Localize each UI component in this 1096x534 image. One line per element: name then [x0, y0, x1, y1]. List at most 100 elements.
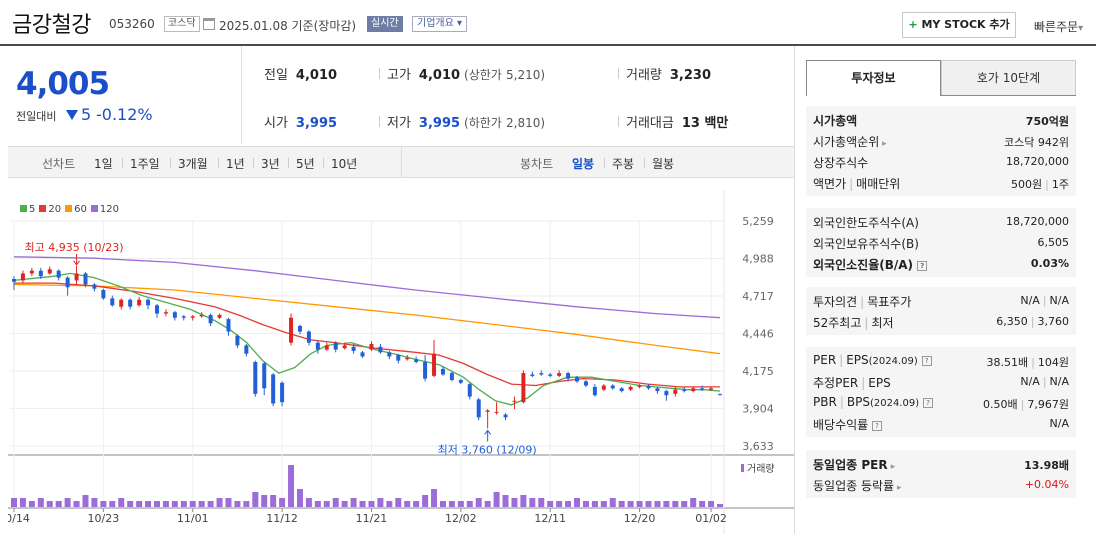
stat-amount-label: 거래대금 — [626, 116, 674, 131]
period-3m[interactable]: 3개월 — [178, 157, 208, 171]
volume-bar — [216, 498, 223, 507]
corp-info-dropdown[interactable]: 기업개요 ▾ — [412, 16, 468, 32]
period-1d[interactable]: 1일 — [94, 157, 113, 171]
period-1w[interactable]: 1주일 — [130, 157, 160, 171]
volume-label: 거래량 — [747, 463, 775, 475]
candle-body — [449, 373, 454, 380]
current-price: 4,005 — [16, 66, 110, 102]
divider — [170, 158, 171, 168]
chevron-right-icon[interactable]: ▸ — [887, 462, 896, 472]
candle-body — [637, 385, 642, 387]
info-key: 배당수익률 ? — [813, 416, 883, 433]
candle-body — [101, 290, 106, 299]
chart-canvas[interactable]: 5,259 4,988 4,717 4,446 4,175 3,904 3,633 10/14… — [8, 190, 794, 534]
price-summary: 4,005 전일대비 5 -0.12% — [8, 46, 242, 144]
volume-bar — [153, 501, 160, 507]
info-icon[interactable]: ? — [921, 355, 932, 366]
period-5y[interactable]: 5년 — [296, 157, 315, 171]
info-row: 외국인소진율(B/A) ? 0.03% — [806, 253, 1076, 274]
volume-bar — [377, 498, 384, 507]
x-tick-label: 11/12 — [266, 512, 298, 525]
info-icon[interactable]: ? — [922, 397, 933, 408]
info-row: 동일업종 등락률 ▸ +0.04% — [806, 474, 1076, 495]
candle-monthly[interactable]: 월봉 — [652, 157, 675, 171]
y-tick-label: 4,717 — [742, 290, 774, 303]
y-tick-label: 3,633 — [742, 440, 774, 453]
quick-order-button[interactable]: 빠른주문▾ — [1034, 18, 1083, 35]
chevron-down-icon: ▾ — [457, 18, 463, 29]
candle-daily[interactable]: 일봉 — [572, 157, 595, 171]
period-10y[interactable]: 10년 — [331, 157, 358, 171]
candle-body — [583, 381, 588, 386]
info-key-2: 매매단위 — [856, 177, 901, 191]
info-icon[interactable]: ? — [872, 420, 883, 431]
divider: | — [839, 353, 844, 367]
candle-body — [405, 357, 410, 360]
divider — [122, 158, 123, 168]
tab-order-book[interactable]: 호가 10단계 — [941, 60, 1076, 96]
moving-average-ma20 — [14, 282, 720, 388]
volume-bar — [100, 501, 107, 507]
panel-tabs: 투자정보 호가 10단계 — [806, 60, 1076, 96]
chevron-right-icon[interactable]: ▸ — [894, 483, 902, 493]
info-value: 0.03% — [1030, 257, 1069, 270]
volume-bar — [547, 501, 554, 507]
info-value: 6,350 | 3,760 — [996, 315, 1069, 328]
chevron-right-icon[interactable]: ▸ — [879, 139, 887, 149]
candle-body — [289, 317, 294, 343]
volume-bar — [171, 501, 178, 507]
info-key: 52주최고 | 최저 — [813, 314, 894, 331]
volume-bar — [690, 498, 697, 507]
candle-body — [566, 373, 571, 379]
divider — [618, 68, 619, 79]
my-stock-add-button[interactable]: + MY STOCK 추가 — [902, 12, 1016, 38]
realtime-button[interactable]: 실시간 — [367, 16, 403, 32]
candle-body — [244, 345, 249, 354]
info-icon[interactable]: ? — [917, 260, 928, 271]
candle-body — [682, 389, 687, 392]
volume-bar — [109, 501, 116, 507]
period-1y[interactable]: 1년 — [226, 157, 245, 171]
candle-body — [351, 346, 356, 351]
stock-chart[interactable]: 5 20 60 120 5,259 4,988 4,717 4,446 4,175 3,904 3… — [8, 190, 794, 534]
volume-bar — [529, 498, 536, 507]
divider — [218, 158, 219, 168]
divider: | — [1031, 356, 1035, 369]
volume-bar — [600, 501, 607, 507]
chevron-down-icon: ▾ — [1078, 23, 1084, 34]
tab-investment-info[interactable]: 투자정보 — [806, 60, 941, 96]
candle-body — [494, 411, 499, 413]
volume-bar — [341, 501, 348, 507]
candle-body — [485, 410, 490, 412]
period-3y[interactable]: 3년 — [261, 157, 280, 171]
volume-bar — [511, 498, 518, 507]
legend-swatch — [65, 205, 73, 212]
info-key-2: 목표주가 — [867, 295, 912, 309]
volume-bar — [654, 501, 661, 507]
divider — [379, 116, 380, 127]
high-annotation: 최고 4,935 (10/23) — [25, 241, 124, 254]
info-row: 배당수익률 ? N/A — [806, 413, 1076, 434]
stat-amount-value: 13 백만 — [681, 116, 729, 131]
volume-bar — [520, 495, 527, 507]
x-tick-label: 01/02 — [695, 512, 727, 525]
volume-bar — [556, 501, 563, 507]
volume-bar — [448, 501, 455, 507]
candle-body — [700, 388, 705, 390]
volume-bar — [502, 495, 509, 507]
x-tick-label: 12/02 — [445, 512, 477, 525]
candle-body — [369, 344, 374, 350]
candle-weekly[interactable]: 주봉 — [612, 157, 635, 171]
candle-body — [718, 393, 722, 395]
market-cap-group: 시가총액 750억원 시가총액순위 ▸ 코스닥 942위 상장주식수 18,720,000… — [806, 106, 1076, 196]
volume-bar — [314, 501, 321, 507]
info-value: 코스닥 942위 — [1004, 136, 1069, 149]
volume-bar — [28, 501, 35, 507]
candle-body — [110, 298, 115, 306]
quick-order-label: 빠른주문 — [1034, 20, 1079, 34]
divider: | — [839, 395, 844, 409]
x-tick-label: 10/23 — [88, 512, 120, 525]
info-value-2: N/A — [1049, 294, 1069, 307]
candle-body — [297, 326, 302, 332]
divider — [253, 158, 254, 168]
